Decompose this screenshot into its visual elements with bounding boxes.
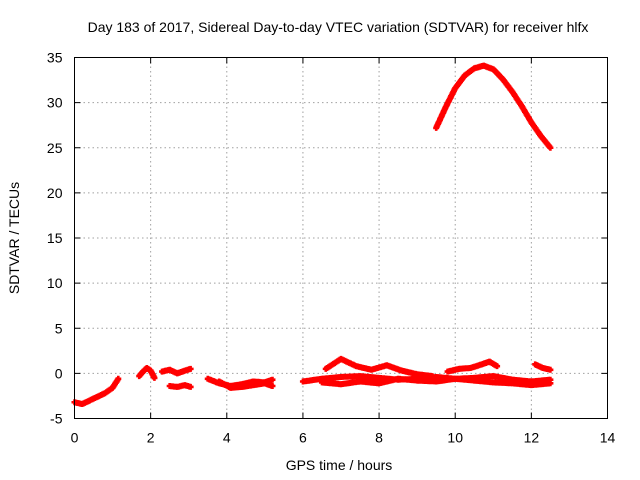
data-trace-segment — [529, 380, 552, 388]
data-trace-segment — [482, 63, 495, 72]
data-trace-segment — [500, 77, 515, 94]
x-tick-label: 14 — [600, 430, 616, 446]
series-arc-9 — [318, 375, 554, 389]
y-tick-label: 30 — [47, 95, 63, 111]
data-trace-segment — [491, 379, 514, 387]
grid-lines — [74, 57, 608, 419]
data-trace-segment — [80, 398, 92, 407]
data-trace-segment — [301, 376, 324, 385]
series-arc-8 — [322, 355, 436, 380]
data-trace-segment — [183, 382, 193, 390]
x-tick-label: 8 — [375, 430, 383, 446]
data-trace-segment — [510, 380, 533, 388]
data-trace-segment — [487, 359, 499, 369]
series-arc-2 — [136, 364, 158, 381]
data-trace-segment — [472, 377, 495, 386]
x-tick-label: 10 — [447, 430, 463, 446]
data-trace-segment — [491, 373, 514, 383]
series-arc-10 — [444, 358, 501, 375]
data-trace-segment — [324, 356, 343, 371]
data-trace-segment — [415, 377, 438, 385]
data-trace-segment — [453, 375, 476, 384]
data-trace-segment — [510, 90, 524, 108]
chart-title: Day 183 of 2017, Sidereal Day-to-day VTE… — [88, 19, 589, 35]
data-trace-segment — [433, 105, 449, 130]
axis-ticks: 0 2 4 6 8 10 12 14 -5 0 5 10 15 20 25 30 35 — [47, 50, 616, 446]
series-arc-3 — [159, 365, 194, 377]
y-tick-label: 20 — [47, 185, 63, 201]
y-tick-label: 25 — [47, 140, 63, 156]
x-axis-label: GPS time / hours — [286, 457, 393, 473]
plot-frame — [74, 57, 608, 419]
data-trace-segment — [538, 134, 553, 150]
data-trace-segment — [491, 67, 505, 82]
series-arc-4 — [166, 382, 194, 390]
data-trace-segment — [339, 356, 358, 369]
data-trace-segment — [110, 377, 121, 390]
data-trace-segment — [95, 390, 107, 400]
data-trace-segment — [443, 86, 458, 109]
data-trace-segment — [541, 365, 552, 373]
y-tick-label: 10 — [47, 275, 63, 291]
data-trace-segment — [510, 376, 533, 385]
x-tick-label: 6 — [299, 430, 307, 446]
data-trace-segment — [320, 374, 343, 382]
data-trace-segment — [141, 365, 149, 374]
y-axis-label: SDTVAR / TECUs — [6, 182, 22, 294]
y-tick-label: 5 — [55, 320, 63, 336]
data-trace-segment — [396, 375, 419, 384]
data-trace-segment — [358, 378, 381, 387]
data-trace-segment — [358, 373, 381, 381]
data-trace-segment — [434, 376, 457, 385]
data-trace-segment — [183, 366, 193, 374]
data-trace-segment — [519, 104, 534, 125]
data-trace-segment — [453, 73, 467, 90]
data-trace-segment — [320, 379, 343, 388]
data-trace-segment — [385, 362, 404, 374]
data-trace-segment — [148, 368, 157, 380]
series-arc-1 — [71, 375, 122, 408]
y-tick-label: 35 — [47, 50, 63, 66]
data-trace-segment — [400, 368, 419, 377]
data-trace-segment — [137, 369, 146, 378]
data-trace-segment — [339, 373, 362, 380]
y-tick-label: -5 — [50, 411, 63, 427]
data-trace-segment — [145, 365, 153, 373]
x-tick-label: 12 — [524, 430, 540, 446]
series-arc-11 — [532, 361, 554, 373]
x-tick-label: 0 — [71, 430, 79, 446]
data-trace-segment — [263, 380, 275, 389]
data-trace-segment — [103, 385, 115, 396]
series-arc-12 — [433, 62, 554, 151]
y-tick-label: 15 — [47, 230, 63, 246]
data-trace-segment — [354, 363, 373, 373]
y-tick-label: 0 — [55, 365, 63, 381]
x-tick-label: 2 — [147, 430, 155, 446]
x-tick-label: 4 — [223, 430, 231, 446]
data-trace-segment — [529, 376, 552, 385]
data-trace-segment — [377, 376, 400, 386]
data-points — [71, 62, 554, 408]
data-trace-segment — [415, 371, 434, 379]
series-arc-6 — [216, 378, 276, 391]
data-trace-segment — [339, 378, 362, 387]
data-trace-segment — [529, 120, 543, 138]
